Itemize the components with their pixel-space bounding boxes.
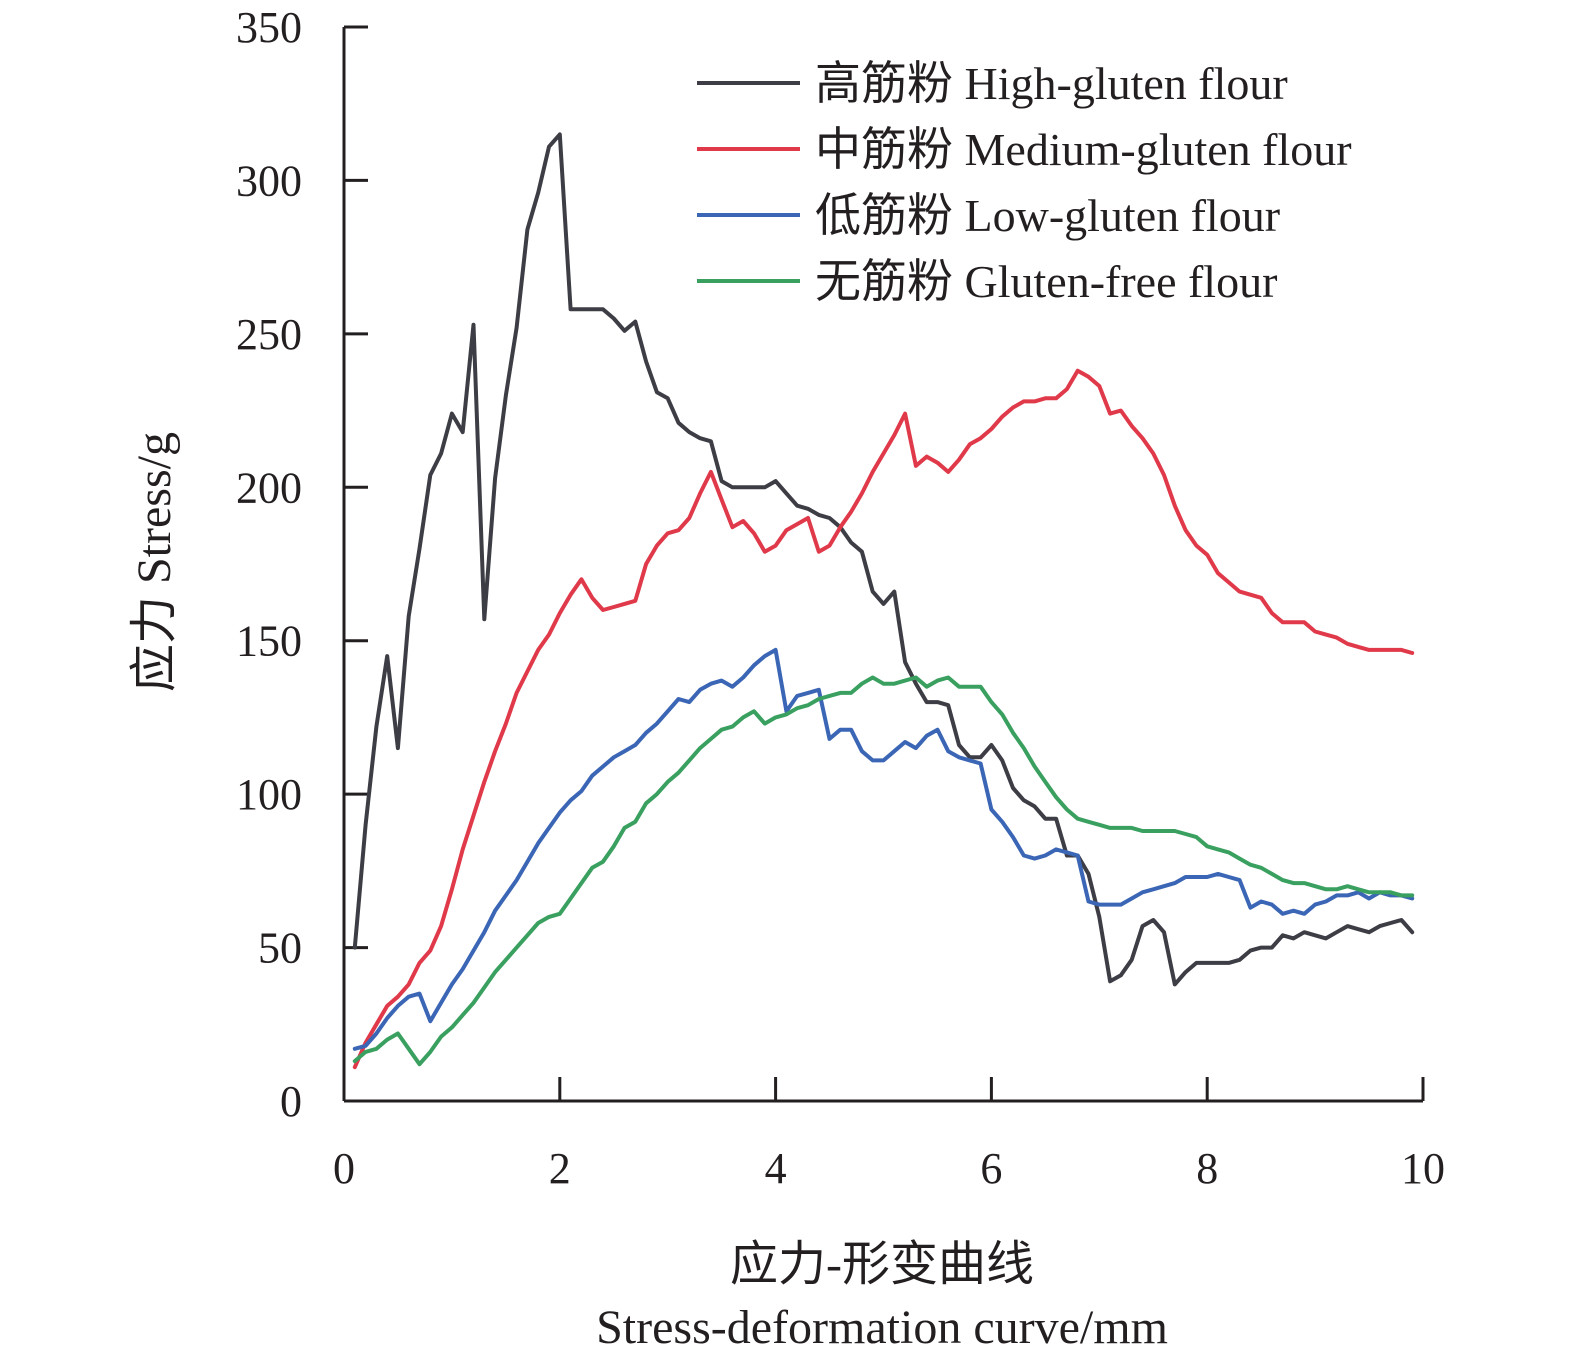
x-axis-title-en: Stress-deformation curve/mm [596,1301,1168,1354]
x-tick-label: 8 [1196,1144,1218,1193]
y-tick-label: 350 [236,3,302,52]
y-tick-label: 50 [258,924,302,973]
y-tick-label: 300 [236,156,302,205]
y-axis-title: 应力 Stress/g [128,432,181,692]
axes [342,27,1423,1103]
x-tick-label: 10 [1401,1144,1445,1193]
series-layer [352,132,1415,1070]
y-tick-label: 200 [236,463,302,512]
legend-label: 高筋粉 High-gluten flour [815,58,1288,109]
y-tick-label: 100 [236,770,302,819]
series-line-4 [352,675,1415,1067]
legend-label: 无筋粉 Gluten-free flour [815,256,1277,307]
y-tick-label: 250 [236,310,302,359]
y-tick-label: 0 [280,1077,302,1126]
x-tick-label: 4 [765,1144,787,1193]
x-tick-label: 2 [549,1144,571,1193]
y-tick-label: 150 [236,617,302,666]
series-line-2 [352,368,1415,1070]
x-tick-label: 6 [980,1144,1002,1193]
legend-label: 中筋粉 Medium-gluten flour [815,124,1352,175]
series-line-3 [352,647,1415,1051]
series-line-1 [352,132,1415,987]
x-tick-label: 0 [333,1144,355,1193]
x-axis-title-cn: 应力-形变曲线 [730,1238,1034,1291]
legend-label: 低筋粉 Low-gluten flour [815,190,1280,241]
legend: 高筋粉 High-gluten flour 中筋粉 Medium-gluten f… [697,58,1352,307]
